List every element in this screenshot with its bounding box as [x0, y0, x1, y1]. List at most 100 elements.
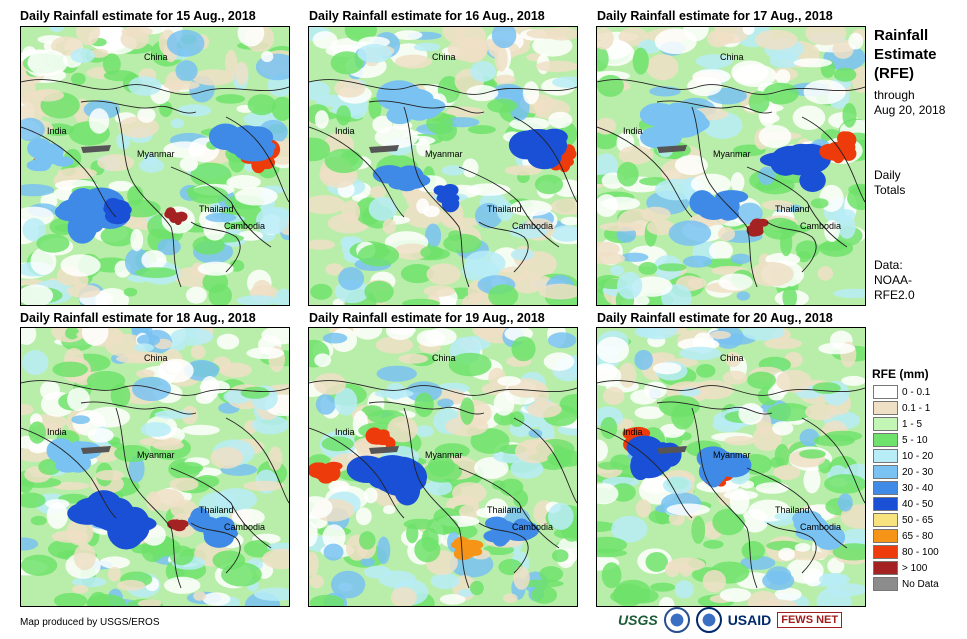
legend-item: 0 - 0.1 — [873, 384, 930, 400]
panel-title-aug16: Daily Rainfall estimate for 16 Aug., 201… — [309, 9, 545, 23]
legend-label: 30 - 40 — [902, 482, 934, 494]
legend-item: 20 - 30 — [873, 464, 933, 480]
legend-item: 5 - 10 — [873, 432, 928, 448]
rainfall-map-aug19: China India Myanmar Thailand Cambodia — [308, 327, 578, 607]
label-thailand: Thailand — [487, 204, 522, 214]
noaa-logo-icon — [663, 607, 690, 633]
legend-item: 50 - 65 — [873, 512, 933, 528]
panel-title-aug15: Daily Rainfall estimate for 15 Aug., 201… — [20, 9, 256, 23]
label-thailand: Thailand — [199, 204, 234, 214]
legend-swatch — [873, 513, 898, 527]
legend-swatch — [873, 561, 898, 575]
label-cambodia: Cambodia — [800, 221, 842, 231]
map-credit: Map produced by USGS/EROS — [20, 617, 160, 628]
rainfall-map-aug18: China India Myanmar Thailand Cambodia — [20, 327, 290, 607]
legend-label: 0 - 0.1 — [902, 386, 931, 398]
label-china: China — [144, 52, 168, 62]
legend-item: > 100 — [873, 560, 927, 576]
legend-label: 80 - 100 — [902, 546, 939, 558]
legend-item: 80 - 100 — [873, 544, 939, 560]
through-text: through — [874, 88, 915, 102]
label-cambodia: Cambodia — [800, 522, 842, 532]
through-date: Aug 20, 2018 — [874, 103, 946, 117]
legend-label: 10 - 20 — [902, 450, 934, 462]
legend-swatch — [873, 401, 898, 415]
label-thailand: Thailand — [487, 505, 522, 515]
legend-item: 10 - 20 — [873, 448, 933, 464]
legend-swatch — [873, 545, 898, 559]
legend-label: 1 - 5 — [902, 418, 923, 430]
legend-swatch — [873, 529, 898, 543]
legend-swatch — [873, 417, 898, 431]
legend-title: RFE (mm) — [872, 367, 929, 381]
panel-title-aug19: Daily Rainfall estimate for 19 Aug., 201… — [309, 311, 545, 325]
legend-label: 40 - 50 — [902, 498, 934, 510]
rainfall-map-aug20: China India Myanmar Thailand Cambodia — [596, 327, 866, 607]
data-label: Data: — [874, 258, 903, 272]
label-india: India — [623, 427, 643, 437]
legend-swatch — [873, 433, 898, 447]
panel-title-aug18: Daily Rainfall estimate for 18 Aug., 201… — [20, 311, 256, 325]
legend-swatch — [873, 497, 898, 511]
label-india: India — [623, 126, 643, 136]
legend-item: 0.1 - 1 — [873, 400, 930, 416]
label-china: China — [432, 52, 456, 62]
panel-title-aug17: Daily Rainfall estimate for 17 Aug., 201… — [597, 9, 833, 23]
legend-label: 0.1 - 1 — [902, 402, 931, 414]
label-myanmar: Myanmar — [713, 149, 751, 159]
legend-label: 20 - 30 — [902, 466, 934, 478]
legend-item: 40 - 50 — [873, 496, 933, 512]
rainfall-map-aug15: China India Myanmar Thailand Cambodia — [20, 26, 290, 306]
legend-label: 65 - 80 — [902, 530, 934, 542]
label-myanmar: Myanmar — [713, 450, 751, 460]
totals-text: Totals — [874, 183, 906, 197]
title-line-1: Rainfall — [874, 27, 929, 44]
legend-label: No Data — [902, 578, 939, 590]
label-cambodia: Cambodia — [224, 221, 266, 231]
legend-swatch — [873, 385, 898, 399]
label-india: India — [47, 427, 67, 437]
sidebar-title: Rainfall Estimate (RFE) — [874, 26, 937, 83]
legend-label: > 100 — [902, 562, 928, 574]
data-source-line2: RFE2.0 — [874, 288, 915, 302]
label-china: China — [720, 353, 744, 363]
daily-text: Daily — [874, 168, 901, 182]
usaid-seal-icon — [695, 607, 722, 633]
data-source-line1: NOAA- — [874, 273, 913, 287]
label-cambodia: Cambodia — [512, 221, 554, 231]
label-thailand: Thailand — [775, 204, 810, 214]
label-india: India — [335, 126, 355, 136]
legend-label: 5 - 10 — [902, 434, 928, 446]
legend-item: 65 - 80 — [873, 528, 933, 544]
label-thailand: Thailand — [199, 505, 234, 515]
label-china: China — [144, 353, 168, 363]
legend-swatch — [873, 465, 898, 479]
usgs-logo: USGS — [618, 612, 658, 628]
label-cambodia: Cambodia — [224, 522, 266, 532]
label-china: China — [432, 353, 456, 363]
label-myanmar: Myanmar — [425, 149, 463, 159]
legend-item: 30 - 40 — [873, 480, 933, 496]
panel-title-aug20: Daily Rainfall estimate for 20 Aug., 201… — [597, 311, 833, 325]
fews-net-logo: FEWS NET — [777, 612, 843, 628]
title-line-2: Estimate — [874, 46, 937, 63]
rainfall-map-aug17: China India Myanmar Thailand Cambodia — [596, 26, 866, 306]
label-myanmar: Myanmar — [425, 450, 463, 460]
label-thailand: Thailand — [775, 505, 810, 515]
usaid-logo: USAID — [727, 612, 772, 628]
title-line-3: (RFE) — [874, 65, 914, 82]
logo-strip: USGS USAID FEWS NET — [618, 607, 843, 633]
label-india: India — [47, 126, 67, 136]
label-myanmar: Myanmar — [137, 149, 175, 159]
legend-swatch — [873, 449, 898, 463]
label-china: China — [720, 52, 744, 62]
label-cambodia: Cambodia — [512, 522, 554, 532]
legend-item: 1 - 5 — [873, 416, 922, 432]
label-myanmar: Myanmar — [137, 450, 175, 460]
legend-swatch — [873, 481, 898, 495]
rainfall-map-aug16: China India Myanmar Thailand Cambodia — [308, 26, 578, 306]
label-india: India — [335, 427, 355, 437]
legend-label: 50 - 65 — [902, 514, 934, 526]
legend-swatch — [873, 577, 898, 591]
legend-item: No Data — [873, 576, 939, 592]
